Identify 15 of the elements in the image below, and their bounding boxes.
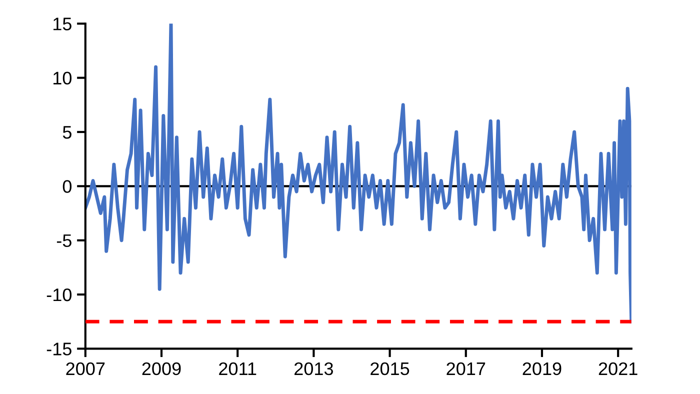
x-tick-label: 2007 [66, 362, 105, 376]
x-tick-label: 2021 [598, 362, 638, 376]
x-tick-label: 2019 [522, 362, 562, 376]
y-tick-label: 5 [62, 126, 72, 139]
x-tick-label: 2011 [219, 362, 256, 376]
y-tick-label: -10 [46, 288, 72, 302]
y-tick-label: 10 [54, 72, 72, 85]
y-tick-label: -5 [56, 234, 72, 248]
y-tick-label: 0 [62, 180, 72, 193]
x-tick-label: 2009 [142, 362, 181, 376]
x-tick-label: 2013 [294, 362, 333, 376]
x-tick-label: 2015 [370, 362, 410, 376]
x-tick-label: 2017 [446, 362, 486, 376]
y-tick-label: 15 [54, 18, 72, 30]
y-tick-label: -15 [46, 342, 72, 356]
